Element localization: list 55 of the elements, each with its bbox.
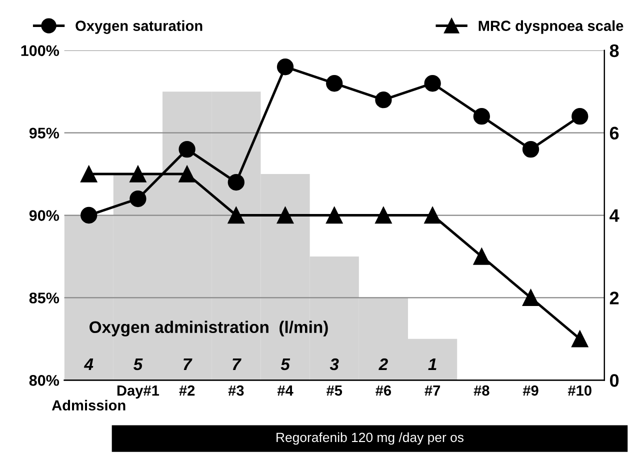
legend-label: MRC dyspnoea scale bbox=[478, 20, 624, 34]
point bbox=[326, 75, 343, 92]
point bbox=[228, 174, 244, 191]
point bbox=[522, 140, 540, 158]
y-tick-label: 80% bbox=[29, 375, 60, 386]
point bbox=[473, 108, 490, 125]
y-tick-label: 95% bbox=[29, 128, 60, 139]
data-label: 7 bbox=[184, 358, 192, 370]
point bbox=[522, 289, 540, 306]
x-tick-label: #9 bbox=[522, 385, 538, 396]
x-tick-label: #4 bbox=[277, 386, 294, 396]
data-label: 1 bbox=[428, 358, 436, 370]
y2-tick-label: 0 bbox=[610, 374, 619, 387]
legend-label: Oxygen saturation bbox=[76, 20, 202, 34]
point bbox=[375, 92, 392, 108]
point bbox=[572, 330, 588, 348]
x-tick-label: #5 bbox=[326, 386, 342, 396]
text: Regorafenib 120 mg /day per os bbox=[276, 432, 464, 445]
point bbox=[276, 206, 294, 224]
x-tick-label: #3 bbox=[228, 385, 244, 396]
x-tick-label: #2 bbox=[179, 385, 195, 396]
point bbox=[178, 140, 196, 158]
y-tick-label: 85% bbox=[29, 292, 60, 304]
point bbox=[276, 58, 294, 76]
x-tick-label: #6 bbox=[376, 385, 392, 396]
point bbox=[424, 206, 441, 224]
point bbox=[326, 206, 343, 224]
y2-tick-label: 6 bbox=[610, 126, 619, 140]
data-label: 3 bbox=[330, 358, 339, 370]
point bbox=[178, 166, 196, 182]
y-tick-label: 100% bbox=[21, 45, 60, 56]
y-tick-label: 90% bbox=[29, 210, 60, 221]
point bbox=[130, 190, 146, 208]
x-tick-label: #8 bbox=[474, 385, 490, 396]
x-tick-label: #10 bbox=[568, 385, 592, 396]
point bbox=[375, 206, 392, 224]
x-tick-label: #7 bbox=[424, 386, 440, 396]
series-label: Oxygen administration (l/min) bbox=[90, 320, 328, 336]
data-label: 5 bbox=[133, 358, 143, 370]
point bbox=[80, 206, 98, 224]
y2-tick-label: 2 bbox=[610, 292, 619, 304]
point bbox=[572, 108, 588, 125]
data-label: 4 bbox=[84, 358, 94, 370]
data-label: 5 bbox=[280, 358, 290, 370]
point bbox=[130, 166, 146, 182]
point bbox=[424, 75, 441, 92]
point bbox=[228, 206, 244, 224]
data-label: 2 bbox=[378, 358, 388, 370]
x-tick-label: Day#1 bbox=[117, 386, 160, 399]
x-tick-label: Admission bbox=[52, 400, 126, 411]
y2-tick-label: 8 bbox=[610, 44, 619, 58]
point bbox=[473, 248, 490, 265]
y2-tick-label: 4 bbox=[610, 209, 620, 222]
data-label: 7 bbox=[232, 358, 242, 370]
point bbox=[80, 166, 98, 182]
